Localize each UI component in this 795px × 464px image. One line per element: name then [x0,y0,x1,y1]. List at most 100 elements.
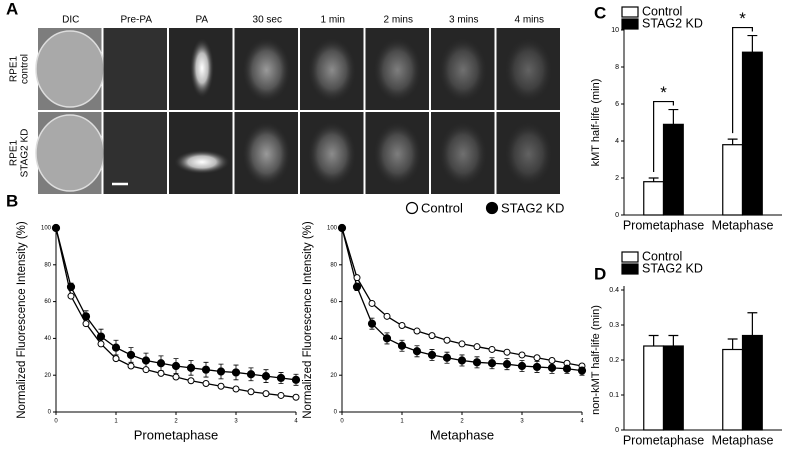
y-tick-label: 0 [48,410,52,416]
data-point [337,223,347,233]
data-point [276,373,286,383]
x-tick-label: 4 [580,419,584,425]
y-tick-label: 0 [615,427,619,434]
column-header: 2 mins [384,15,413,26]
data-point [246,370,256,379]
panel-letter: D [594,264,606,283]
panel-letter: C [594,3,606,22]
series-line [341,227,583,372]
spindle [242,122,291,186]
error-bar [668,108,679,125]
y-tick-label: 0.2 [609,357,619,364]
data-point [383,312,391,320]
series-line [55,227,297,381]
error-bar [727,338,738,350]
x-axis-label: Prometaphase [134,427,219,442]
y-tick-label: 80 [330,262,337,268]
data-point [518,351,526,359]
legend-marker [485,201,499,215]
pa-spot [174,150,230,174]
data-point [231,368,241,377]
y-tick-label: 2 [615,175,619,182]
data-point [81,312,91,321]
data-point [277,391,285,399]
data-point [397,341,407,350]
data-point [548,356,556,364]
bar [662,123,684,216]
noise [103,112,167,194]
x-axis-label: Metaphase [430,427,494,442]
x-tick-label: 1 [400,419,404,425]
column-header: 30 sec [253,15,282,26]
x-tick-label: Prometaphase [623,218,704,232]
y-tick-label: 100 [327,226,338,232]
row-label: RPE1 [9,56,20,83]
data-point [247,388,255,396]
data-point [171,361,181,371]
error-bar [648,177,659,182]
y-tick-label: 0.3 [609,322,619,329]
data-point [547,363,557,372]
column-header: 4 mins [515,15,544,26]
x-tick-label: Prometaphase [623,433,704,447]
spindle [308,38,356,102]
data-point [126,350,136,360]
error-bar [747,312,758,336]
data-point [443,336,451,344]
column-header: PA [195,15,208,26]
noise [103,28,167,110]
x-tick-label: 3 [520,419,524,425]
pa-spot [190,38,214,98]
data-point [127,362,135,370]
y-axis-label: kMT half-life (min) [590,79,602,167]
data-point [562,364,572,373]
significance-mark: * [739,9,746,28]
legend-label: STAG2 KD [642,16,703,30]
y-tick-label: 0 [334,410,338,416]
data-point [111,343,121,352]
legend-swatch [621,263,639,275]
bar [722,348,744,431]
bar [643,345,665,431]
y-tick-label: 8 [615,64,619,71]
legend-label: Control [421,200,463,215]
data-point [202,379,210,387]
row-label: STAG2 KD [20,129,31,178]
data-point [292,393,300,401]
legend-label: Control [642,249,682,263]
data-point [51,223,61,233]
data-point [156,359,166,368]
data-point [141,356,151,365]
panel-letter: B [6,191,18,210]
y-tick-label: 20 [44,373,51,379]
y-tick-label: 40 [44,336,51,342]
x-tick-label: 2 [460,419,464,425]
data-point [232,385,240,393]
spindle [308,122,356,186]
data-point [217,382,225,390]
spindle [504,38,553,102]
spindle [242,38,291,102]
data-point [398,322,406,330]
error-bar [668,334,679,346]
column-header: 1 min [321,15,345,26]
row-label: control [20,54,31,84]
data-point [577,366,587,375]
data-point [427,350,437,360]
spindle [439,38,487,102]
legend-marker [405,201,419,215]
panel-letter: A [6,0,18,18]
y-tick-label: 100 [41,226,52,232]
error-bar [747,34,758,53]
y-axis-label: Normalized Fluorescence Intensity (%) [302,221,314,419]
y-axis-label: Normalized Fluorescence Intensity (%) [16,221,28,419]
data-point [502,360,512,369]
bar [643,181,665,216]
bar [741,51,763,216]
x-tick-label: Metaphase [712,218,774,232]
significance-bracket [653,100,674,172]
legend-swatch [621,18,639,30]
row-label: RPE1 [9,140,20,167]
x-tick-label: Metaphase [712,433,774,447]
